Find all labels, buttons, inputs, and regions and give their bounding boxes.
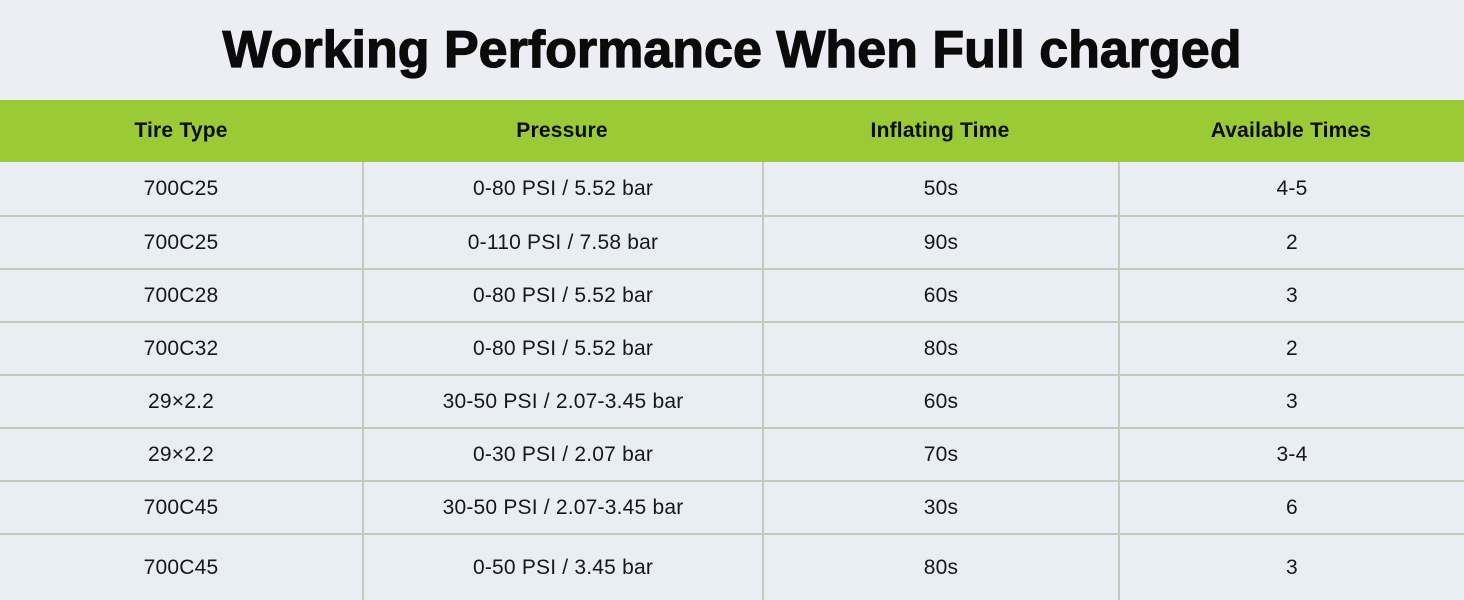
page-title: Working Performance When Full charged: [222, 20, 1242, 79]
column-header-pressure: Pressure: [516, 119, 608, 142]
table-cell: 0-30 PSI / 2.07 bar: [362, 427, 762, 480]
table-cell: 50s: [762, 162, 1118, 215]
table-cell: 30s: [762, 480, 1118, 533]
title-band: Working Performance When Full charged: [0, 0, 1464, 100]
table-cell: 3: [1118, 533, 1464, 600]
table-cell: 30-50 PSI / 2.07-3.45 bar: [362, 374, 762, 427]
table-cell: 2: [1118, 215, 1464, 268]
table-cell: 700C45: [0, 533, 362, 600]
table-cell: 90s: [762, 215, 1118, 268]
table-cell: 700C32: [0, 321, 362, 374]
table-cell: 4-5: [1118, 162, 1464, 215]
table-cell: 0-110 PSI / 7.58 bar: [362, 215, 762, 268]
column-header-tire-type: Tire Type: [134, 119, 228, 142]
table-cell: 700C25: [0, 215, 362, 268]
table-cell: 0-80 PSI / 5.52 bar: [362, 321, 762, 374]
table-cell: 0-50 PSI / 3.45 bar: [362, 533, 762, 600]
table-cell: 2: [1118, 321, 1464, 374]
table-cell: 3: [1118, 374, 1464, 427]
table-cell: 60s: [762, 268, 1118, 321]
table-cell: 700C28: [0, 268, 362, 321]
table-header-row: Tire Type Pressure Inflating Time Availa…: [0, 100, 1464, 162]
table-cell: 3: [1118, 268, 1464, 321]
column-header-inflating-time: Inflating Time: [870, 119, 1010, 142]
table-cell: 0-80 PSI / 5.52 bar: [362, 162, 762, 215]
table-cell: 700C25: [0, 162, 362, 215]
table-cell: 0-80 PSI / 5.52 bar: [362, 268, 762, 321]
table-cell: 80s: [762, 533, 1118, 600]
table-cell: 29×2.2: [0, 427, 362, 480]
table-body: 700C25 0-80 PSI / 5.52 bar 50s 4-5 700C2…: [0, 162, 1464, 600]
table-cell: 700C45: [0, 480, 362, 533]
table-cell: 30-50 PSI / 2.07-3.45 bar: [362, 480, 762, 533]
table-cell: 80s: [762, 321, 1118, 374]
table-cell: 3-4: [1118, 427, 1464, 480]
table-cell: 60s: [762, 374, 1118, 427]
table-cell: 70s: [762, 427, 1118, 480]
column-header-available-times: Available Times: [1210, 119, 1372, 142]
table-cell: 29×2.2: [0, 374, 362, 427]
table-cell: 6: [1118, 480, 1464, 533]
